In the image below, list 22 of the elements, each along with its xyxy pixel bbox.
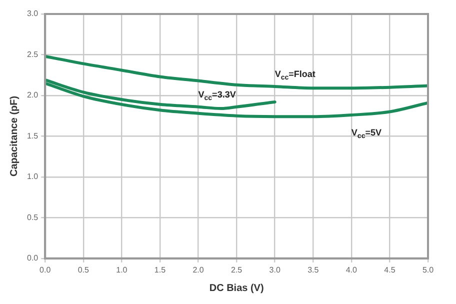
y-tick-label: 2.0 xyxy=(26,90,39,100)
line-series xyxy=(45,82,428,118)
x-axis-title: DC Bias (V) xyxy=(209,282,264,294)
x-tick-label: 3.0 xyxy=(269,265,281,274)
x-tick-label: 1.0 xyxy=(116,265,128,274)
y-tick-label: 0.5 xyxy=(26,212,39,222)
y-tick-label: 1.5 xyxy=(26,131,39,140)
x-tick-label: 4.5 xyxy=(384,265,396,274)
x-tick-label: 2.0 xyxy=(192,265,204,274)
x-tick-label: 4.0 xyxy=(346,265,358,274)
y-tick-label: 3.0 xyxy=(26,9,39,18)
x-tick-label: 0.5 xyxy=(78,265,90,274)
x-tick-label: 1.5 xyxy=(154,265,166,274)
y-axis-title: Capacitance (pF) xyxy=(8,96,20,176)
x-tick-label: 5.0 xyxy=(422,265,434,274)
y-tick-label: 0.0 xyxy=(26,254,39,263)
x-tick-label: 3.5 xyxy=(308,265,320,274)
x-tick-label: 2.5 xyxy=(231,265,243,274)
y-tick-label: 2.5 xyxy=(26,50,39,59)
y-tick-label: 1.0 xyxy=(26,172,39,182)
line-series xyxy=(45,54,428,90)
x-tick-label: 0.0 xyxy=(40,265,52,274)
